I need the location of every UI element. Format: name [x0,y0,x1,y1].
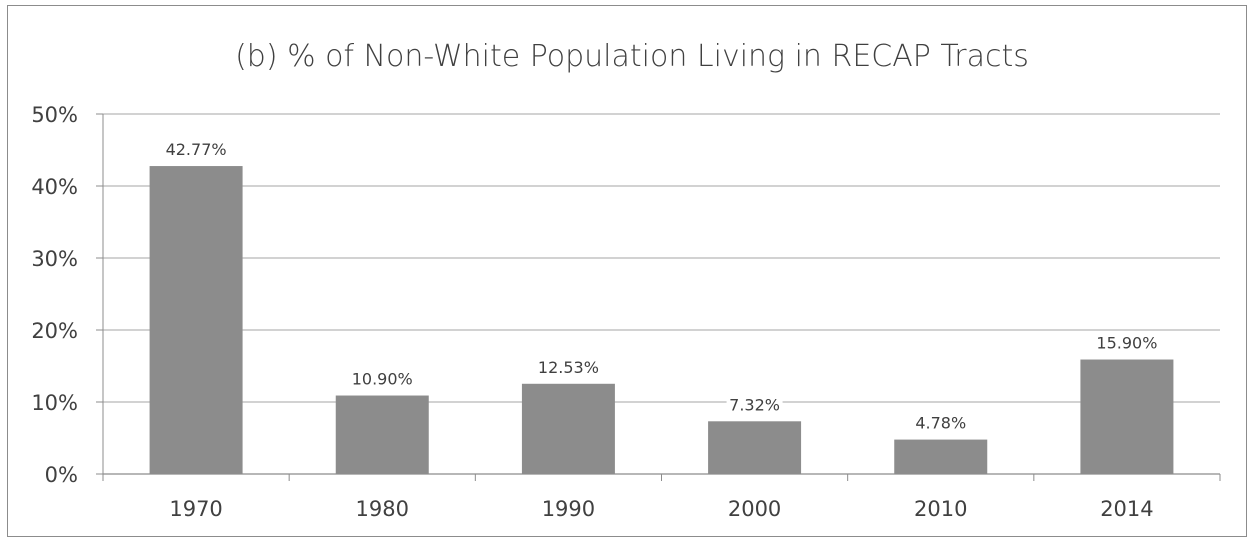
data-label: 15.90% [1096,334,1157,353]
y-tick-label: 50% [31,103,78,127]
data-label-background [1094,331,1160,354]
bar-1990 [521,383,615,474]
bar-2010 [894,439,988,474]
bar-1970 [149,166,243,474]
x-axis-tick-labels: 1970 1980 1990 2000 2010 2014 [169,497,1153,521]
data-label: 7.32% [729,395,780,414]
data-label-background [726,393,783,416]
data-label-background [535,355,602,378]
bar-2000 [708,421,802,474]
axes [96,113,1221,481]
x-tick-label: 2014 [1100,497,1153,521]
x-tick-label: 1970 [169,497,222,521]
data-label: 12.53% [538,358,599,377]
y-tick-label: 0% [45,463,78,487]
y-tick-label: 40% [31,175,78,199]
bar-2014 [1080,359,1174,474]
data-label-background [163,138,229,161]
data-label: 42.77% [166,140,227,159]
y-axis-tick-labels: 0% 10% 20% 30% 40% 50% [31,103,78,487]
data-label-background [349,367,416,390]
y-tick-label: 20% [31,319,78,343]
data-labels: 42.77% 10.90% 12.53% 7.32% 4.78% 15.90% [163,138,1160,434]
x-tick-label: 1980 [356,497,409,521]
data-label-background [912,411,969,434]
y-tick-label: 30% [31,247,78,271]
bar-1980 [335,395,429,474]
bars [149,166,1174,474]
gridlines [103,113,1220,403]
x-tick-label: 1990 [542,497,595,521]
data-label: 4.78% [915,414,966,433]
data-label: 10.90% [352,370,413,389]
y-tick-label: 10% [31,391,78,415]
x-tick-label: 2010 [914,497,967,521]
chart-title: (b) % of Non-White Population Living in … [235,39,1029,74]
x-tick-label: 2000 [728,497,781,521]
